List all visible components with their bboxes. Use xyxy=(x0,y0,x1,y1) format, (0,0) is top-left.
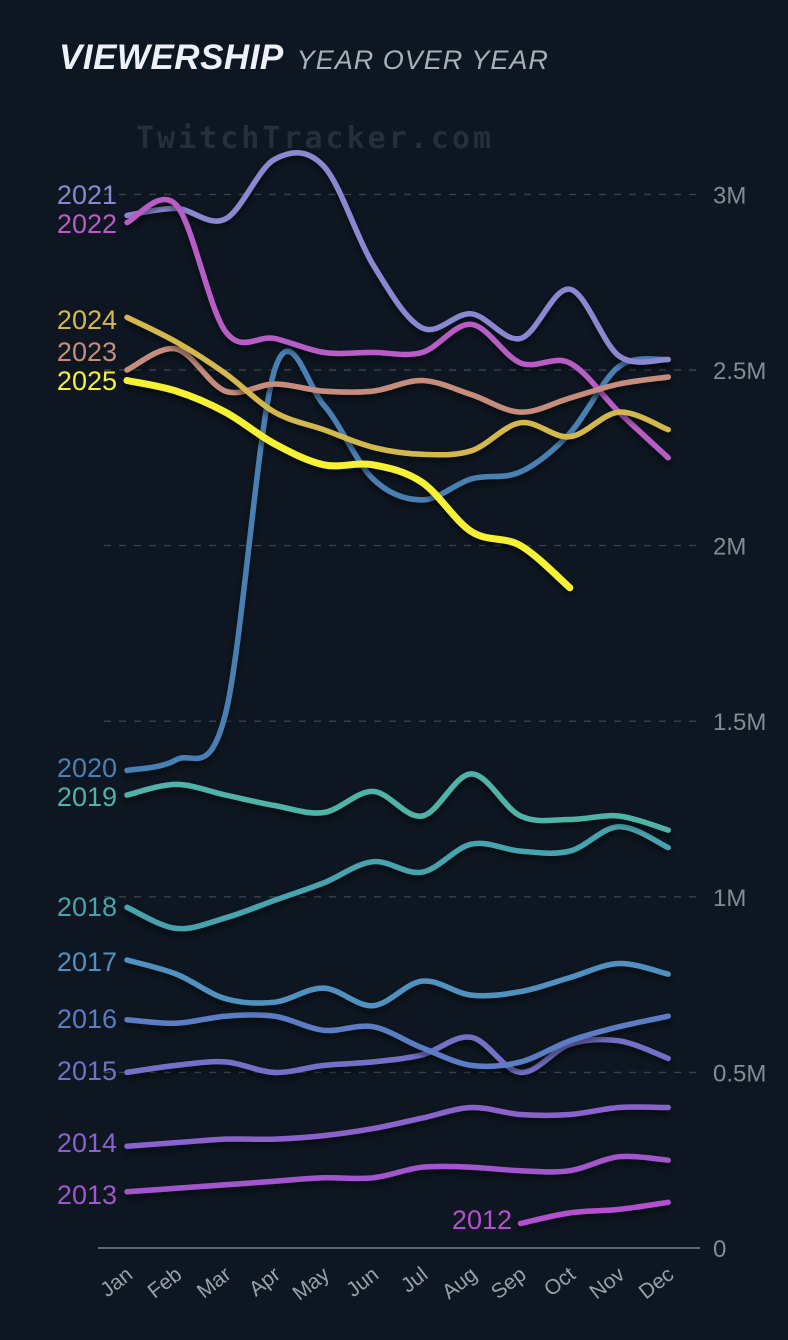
y-tick-1.5M: 1.5M xyxy=(713,709,766,736)
label-2015: 2015 xyxy=(57,1056,117,1086)
x-tick-Aug: Aug xyxy=(438,1263,482,1304)
label-2012: 2012 xyxy=(452,1205,512,1235)
label-2023: 2023 xyxy=(57,337,117,367)
label-2021: 2021 xyxy=(57,180,117,210)
line-2025 xyxy=(123,377,574,592)
x-tick-Dec: Dec xyxy=(635,1263,679,1304)
gridlines xyxy=(104,193,700,1074)
line-2012 xyxy=(517,1199,671,1227)
x-tick-Jun: Jun xyxy=(342,1263,383,1302)
label-2014: 2014 xyxy=(57,1128,117,1158)
x-tick-Feb: Feb xyxy=(144,1263,187,1303)
label-2017: 2017 xyxy=(57,947,117,977)
label-2020: 2020 xyxy=(57,753,117,783)
label-2025: 2025 xyxy=(57,366,117,396)
page-title: VIEWERSHIP xyxy=(59,38,284,77)
label-2016: 2016 xyxy=(57,1004,117,1034)
label-2013: 2013 xyxy=(57,1180,117,1210)
line-2014 xyxy=(124,1104,671,1149)
y-tick-0: 0 xyxy=(713,1236,726,1263)
line-2018 xyxy=(124,823,671,932)
x-tick-May: May xyxy=(288,1263,334,1306)
x-tick-Jan: Jan xyxy=(96,1263,137,1302)
y-tick-2M: 2M xyxy=(713,534,746,561)
y-tick-3M: 3M xyxy=(713,182,746,209)
line-2020 xyxy=(124,348,671,774)
x-axis-labels: Jan Feb Mar Apr May Jun Jul Aug Sep Oct Nov Dec xyxy=(96,1263,678,1306)
line-2015 xyxy=(124,1034,671,1076)
line-2023 xyxy=(124,345,671,415)
y-tick-0.5M: 0.5M xyxy=(713,1060,766,1087)
label-2019: 2019 xyxy=(57,782,117,812)
line-2019 xyxy=(124,771,671,833)
line-2013 xyxy=(124,1153,671,1195)
label-2018: 2018 xyxy=(57,892,117,922)
x-tick-Oct: Oct xyxy=(540,1263,580,1301)
page-subtitle: YEAR OVER YEAR xyxy=(296,45,549,75)
label-2024: 2024 xyxy=(57,305,117,335)
series-lines xyxy=(123,150,671,1227)
x-tick-Jul: Jul xyxy=(397,1263,432,1298)
line-2022 xyxy=(124,196,671,461)
x-tick-Nov: Nov xyxy=(585,1263,629,1304)
page-header: VIEWERSHIP YEAR OVER YEAR xyxy=(59,38,549,78)
x-tick-Apr: Apr xyxy=(245,1263,285,1301)
line-2024 xyxy=(124,314,671,458)
line-2021 xyxy=(124,150,671,365)
line-2016 xyxy=(124,1012,671,1070)
x-tick-Sep: Sep xyxy=(487,1263,531,1304)
line-2017 xyxy=(124,957,671,1009)
watermark: TwitchTracker.com xyxy=(136,121,495,156)
y-axis-labels: 3M 2.5M 2M 1.5M 1M 0.5M 0 xyxy=(713,182,766,1263)
label-2022: 2022 xyxy=(57,209,117,239)
x-tick-Mar: Mar xyxy=(193,1263,236,1303)
y-tick-2.5M: 2.5M xyxy=(713,358,766,385)
y-tick-1M: 1M xyxy=(713,885,746,912)
